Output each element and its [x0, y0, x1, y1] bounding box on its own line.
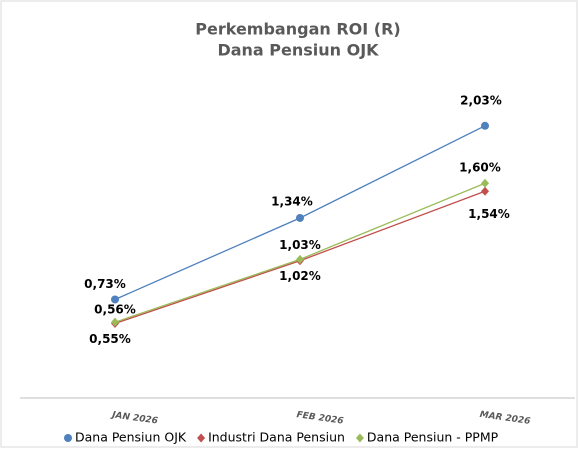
data-point	[481, 178, 489, 188]
data-label: 0,56%	[94, 303, 136, 317]
data-label: 1,02%	[279, 269, 321, 283]
data-point	[481, 186, 489, 196]
data-point	[111, 295, 119, 304]
data-label: 0,55%	[89, 332, 131, 346]
data-point	[296, 213, 304, 222]
data-point	[481, 121, 489, 130]
legend-label: Dana Pensiun OJK	[75, 430, 187, 445]
data-label: 2,03%	[460, 93, 502, 107]
data-point	[111, 317, 119, 327]
data-label: 1,03%	[279, 238, 321, 252]
legend-marker	[355, 433, 364, 443]
legend-label: Industri Dana Pensiun	[208, 430, 345, 445]
legend-marker	[197, 433, 206, 443]
data-label: 0,73%	[84, 277, 126, 291]
data-label: 1,54%	[468, 207, 510, 221]
data-point	[296, 254, 304, 264]
chart-subtitle: Dana Pensiun OJK	[217, 41, 379, 60]
legend-label: Dana Pensiun - PPMP	[367, 430, 499, 445]
data-label: 1,34%	[271, 194, 313, 208]
chart-title: Perkembangan ROI (R)	[195, 20, 400, 39]
data-label: 1,60%	[459, 161, 501, 175]
legend-marker	[64, 434, 72, 442]
